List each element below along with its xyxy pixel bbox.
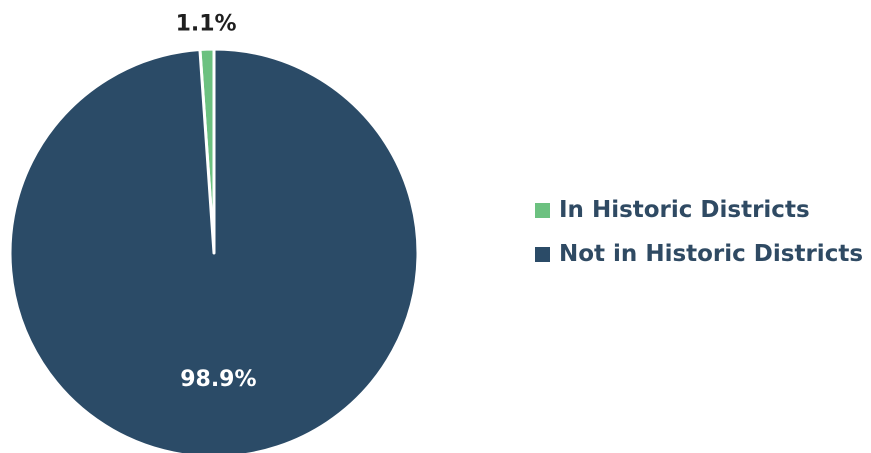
pie-value-labels: 1.1% 98.9% — [176, 12, 257, 392]
legend-item-in-historic-districts: In Historic Districts — [535, 188, 871, 232]
legend-label-in-historic-districts: In Historic Districts — [559, 197, 810, 223]
legend-swatch-not-in-historic-districts — [535, 246, 550, 262]
legend: In Historic Districts Not in Historic Di… — [535, 188, 871, 276]
legend-item-not-in-historic-districts: Not in Historic Districts — [535, 232, 871, 276]
pie-slice-not-in-historic-districts — [8, 47, 420, 453]
pie-value-label-not-in-historic-districts: 98.9% — [180, 367, 256, 392]
legend-swatch-in-historic-districts — [535, 202, 550, 218]
pie-value-label-in-historic-districts: 1.1% — [176, 12, 237, 37]
pie-slices — [8, 47, 420, 453]
legend-label-not-in-historic-districts: Not in Historic Districts — [559, 241, 864, 267]
